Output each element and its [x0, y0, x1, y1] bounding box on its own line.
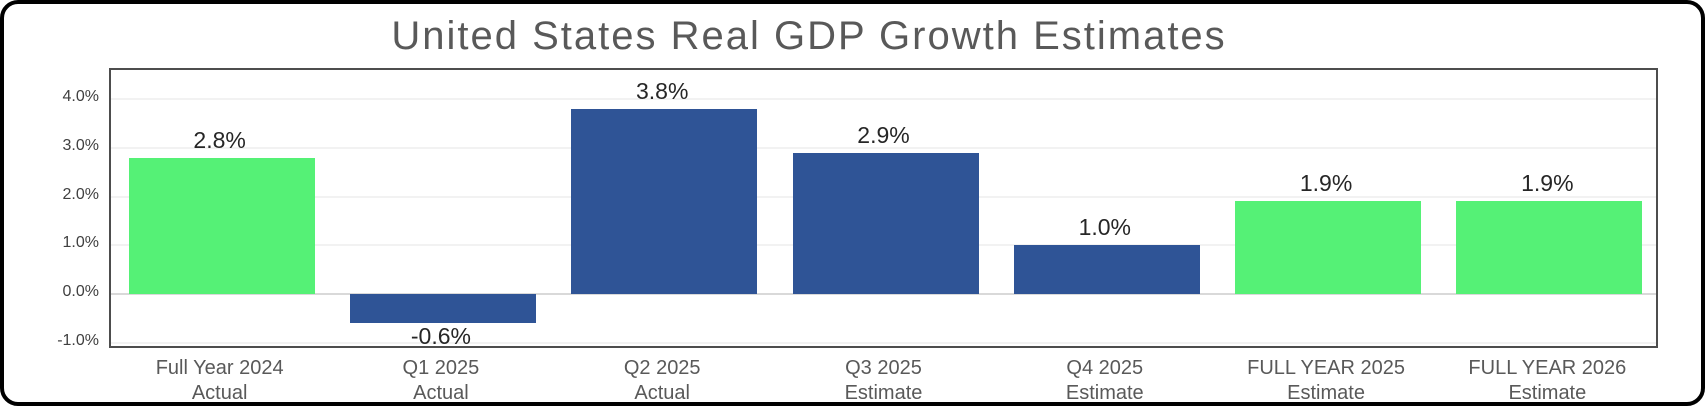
gridline: [111, 146, 1656, 149]
category-label-q2-2025: Q2 2025 Actual: [552, 356, 773, 404]
category-label-line: Actual: [191, 382, 248, 404]
chart-title: United States Real GDP Growth Estimates: [391, 14, 1227, 58]
category-label-line: Estimate: [1287, 382, 1365, 404]
bar-value-label: 1.9%: [1299, 170, 1353, 197]
bar-full-year-2026-estimate: [1456, 201, 1643, 294]
bar-value-label: 2.8%: [193, 126, 246, 153]
category-label-line: Q3 2025: [845, 357, 922, 379]
category-label-line: Actual: [634, 382, 690, 404]
bar-q4-2025-estimate: [1013, 245, 1200, 294]
category-label-line: Estimate: [1065, 382, 1144, 404]
y-tick-label: -1.0%: [57, 331, 99, 349]
category-label-line: FULL YEAR 2026: [1468, 357, 1627, 379]
bar-value-label: 3.8%: [635, 77, 689, 104]
gridline: [111, 98, 1656, 101]
category-label-line: Estimate: [1508, 382, 1587, 404]
category-label-q4-2025: Q4 2025 Estimate: [994, 356, 1215, 404]
category-label-full-year-2025: FULL YEAR 2025 Estimate: [1215, 356, 1436, 404]
category-label-q1-2025: Q1 2025 Actual: [330, 356, 551, 404]
y-tick-label: 1.0%: [62, 234, 99, 252]
bar-q2-2025-actual: [571, 108, 758, 294]
y-tick-label: 0.0%: [62, 283, 99, 300]
category-label-q3-2025: Q3 2025 Estimate: [773, 356, 994, 404]
category-label-line: Actual: [413, 382, 469, 404]
category-label-line: Q1 2025: [402, 357, 480, 379]
category-label-line: FULL YEAR 2025: [1247, 357, 1405, 379]
category-label-line: Q2 2025: [623, 357, 701, 379]
y-tick-label: 4.0%: [62, 88, 99, 106]
category-label-full-year-2024: Full Year 2024 Actual: [109, 356, 330, 404]
plot-area: [109, 68, 1658, 348]
bar-value-label: 1.9%: [1521, 170, 1574, 197]
bar-q1-2025-actual: [349, 294, 536, 324]
category-label-line: Estimate: [844, 382, 923, 404]
gridline: [111, 341, 1656, 344]
bar-value-label: -0.6%: [410, 323, 471, 350]
y-tick-label: 3.0%: [62, 136, 99, 154]
bar-q3-2025-estimate: [792, 152, 979, 294]
category-label-full-year-2026: FULL YEAR 2026 Estimate: [1437, 356, 1658, 404]
y-tick-label: 2.0%: [62, 185, 99, 203]
bar-full-year-2025-estimate: [1235, 201, 1422, 294]
category-label-line: Full Year 2024: [155, 357, 284, 379]
bar-full-year-2024-actual: [128, 157, 315, 294]
category-label-line: Q4 2025: [1066, 357, 1144, 379]
bar-value-label: 2.9%: [857, 121, 910, 148]
zero-gridline: [111, 293, 1656, 295]
bar-value-label: 1.0%: [1078, 214, 1131, 241]
